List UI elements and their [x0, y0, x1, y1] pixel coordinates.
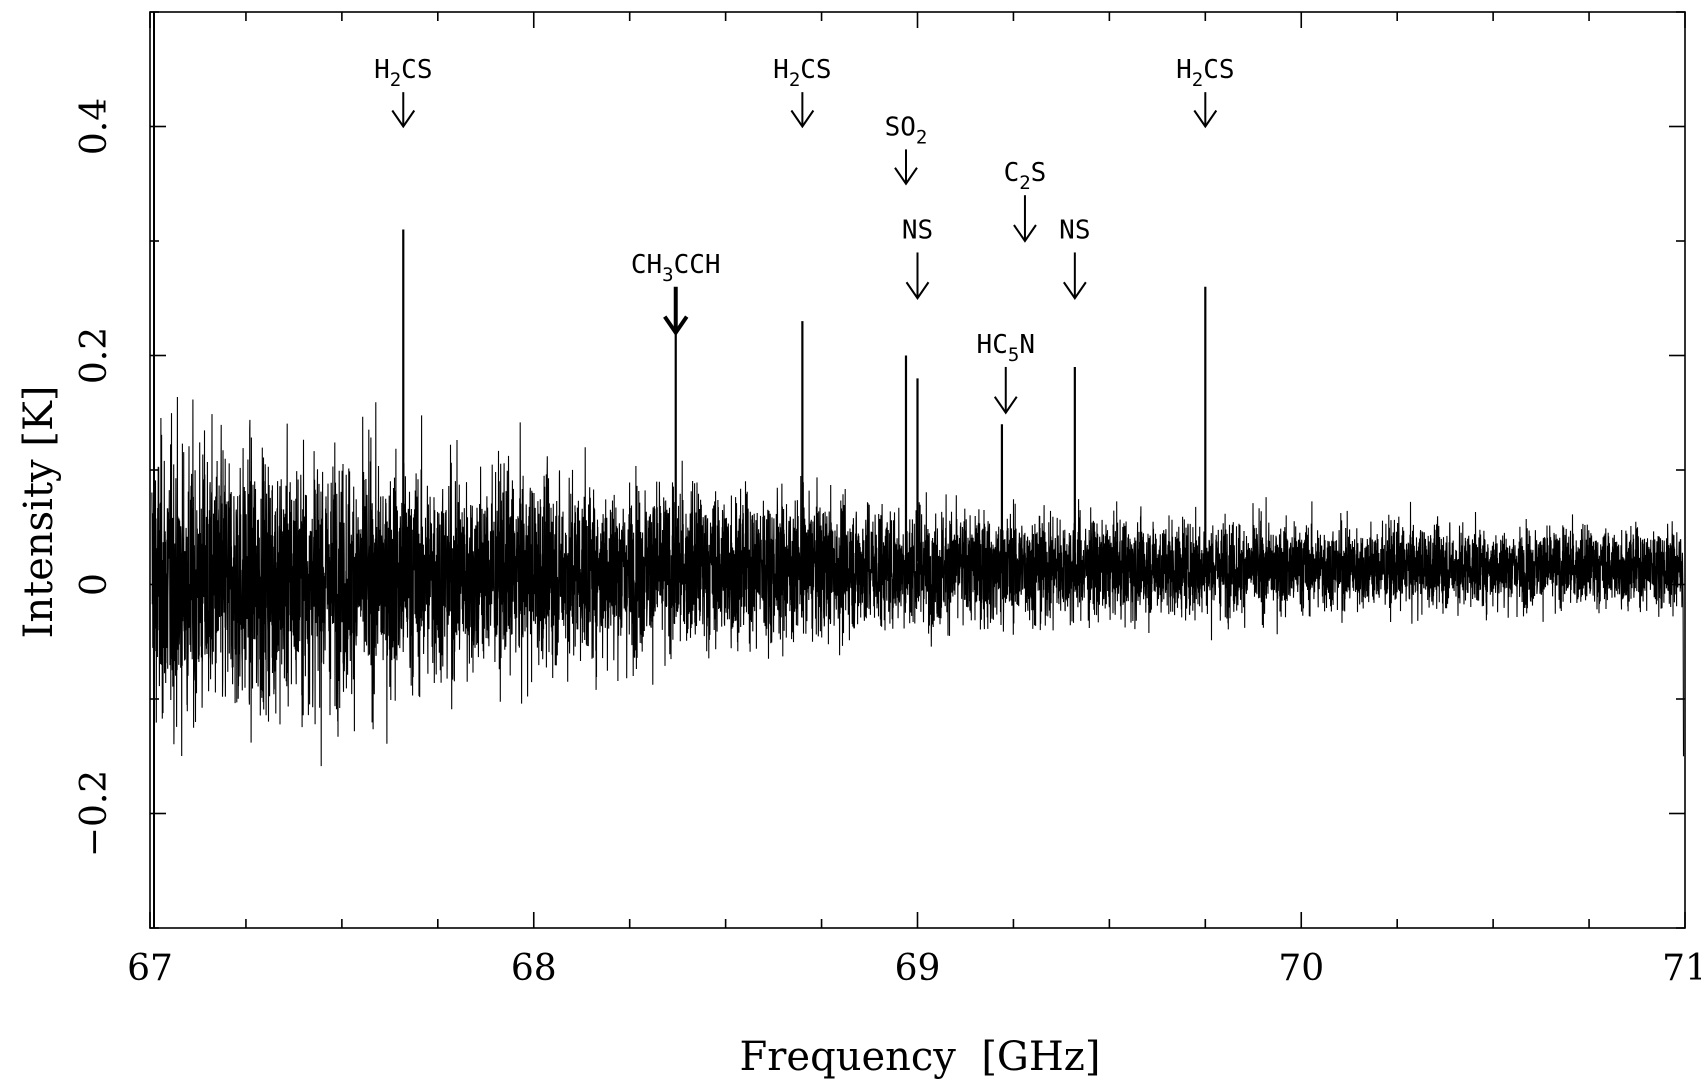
annotation-arrow-head [993, 396, 1018, 415]
species-label: CH3CCH [631, 250, 721, 286]
x-tick-label: 71 [1662, 948, 1701, 989]
annotation-arrow-head [790, 109, 815, 129]
annotation-arrow-head [1013, 224, 1037, 243]
annotation-arrow-head [905, 281, 930, 301]
species-label: H2CS [773, 55, 831, 91]
species-label: NS [902, 215, 933, 245]
plot-area [149, 11, 1686, 929]
x-axis: 67 68 69 70 71 [127, 12, 1701, 989]
annotation-arrow-head [391, 109, 416, 129]
y-axis-title: Intensity [K] [16, 386, 62, 639]
species-label: HC5N [977, 330, 1035, 366]
annotation-arrow-head [1063, 281, 1087, 301]
species-label: C2S [1004, 158, 1047, 194]
species-label: SO2 [885, 112, 928, 148]
annotation-arrow-head [663, 315, 689, 337]
species-label: H2CS [374, 55, 432, 91]
y-tick-label: 0.2 [74, 327, 115, 384]
y-tick-label: −0.2 [74, 770, 115, 857]
x-tick-label: 70 [1278, 948, 1324, 989]
x-tick-label: 69 [895, 948, 941, 989]
x-tick-label: 68 [511, 948, 557, 989]
x-tick-label: 67 [127, 948, 173, 989]
y-tick-label: 0.4 [74, 98, 115, 155]
y-axis: −0.2 0 0.2 0.4 [74, 11, 1685, 929]
y-tick-label: 0 [74, 573, 115, 596]
spectrum-trace [151, 396, 1685, 767]
species-label: NS [1059, 215, 1090, 245]
annotation-arrow-head [894, 167, 918, 186]
annotation-arrow-head [1193, 109, 1218, 129]
species-label: H2CS [1176, 55, 1234, 91]
line-annotations: H2CS H2CS H2CS SO2 C2S NS NS CH3CCH HC5N [374, 55, 1235, 415]
x-axis-title: Frequency [GHz] [740, 1034, 1101, 1080]
